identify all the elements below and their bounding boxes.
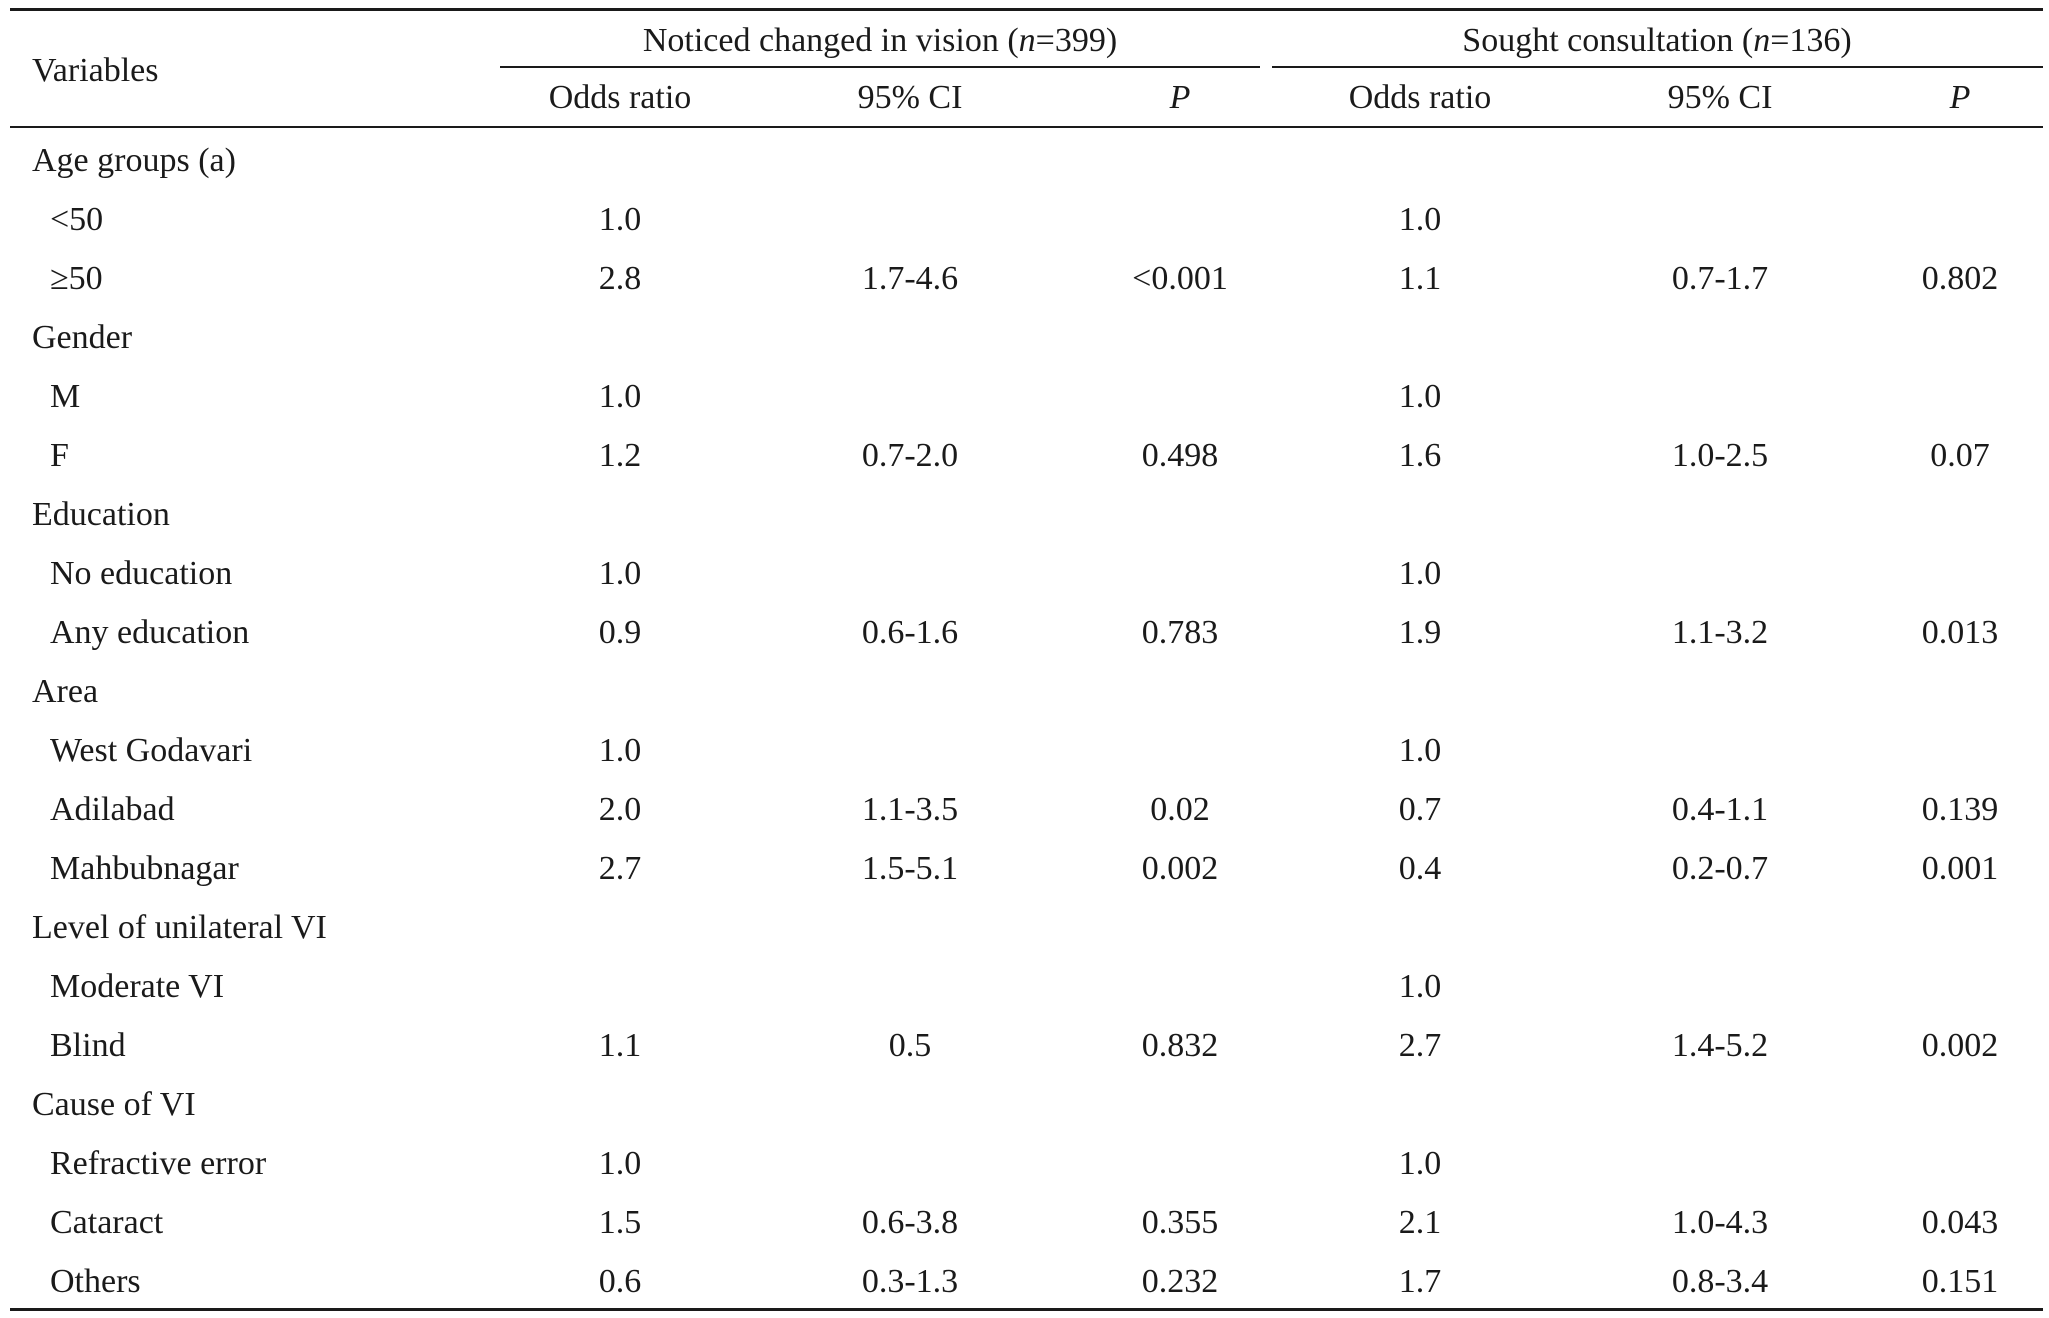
row-label: Moderate VI — [50, 968, 225, 1005]
section-label: Gender — [32, 319, 133, 356]
cell-p2: 0.139 — [1921, 791, 1999, 828]
cell-ci1: 0.6-1.6 — [861, 614, 959, 651]
row-label: M — [50, 378, 81, 415]
row-label: <50 — [50, 201, 104, 238]
subheader-p-1: P — [1169, 79, 1191, 116]
cell-or1: 2.7 — [598, 850, 642, 887]
row-label: ≥50 — [50, 260, 103, 297]
cell-or1: 1.0 — [598, 201, 642, 238]
cell-ci2: 0.7-1.7 — [1671, 260, 1769, 297]
header-variables: Variables — [32, 52, 159, 89]
table-bottom-rule — [10, 1308, 2043, 1311]
cell-ci2: 0.2-0.7 — [1671, 850, 1769, 887]
cell-p1: 0.498 — [1141, 437, 1219, 474]
section-label: Level of unilateral VI — [32, 909, 327, 946]
row-label: West Godavari — [50, 732, 253, 769]
cell-or1: 2.8 — [598, 260, 642, 297]
cell-p1: 0.232 — [1141, 1263, 1219, 1300]
cell-ci1: 0.3-1.3 — [861, 1263, 959, 1300]
cell-p2: 0.013 — [1921, 614, 1999, 651]
cell-p1: 0.02 — [1150, 791, 1210, 828]
section-label: Age groups (a) — [32, 142, 236, 179]
cell-ci1: 1.5-5.1 — [861, 850, 959, 887]
section-label: Cause of VI — [32, 1086, 196, 1123]
cell-or2: 1.0 — [1398, 378, 1442, 415]
cell-p1: 0.832 — [1141, 1027, 1219, 1064]
cell-ci2: 0.4-1.1 — [1671, 791, 1769, 828]
subheader-ci-1: 95% CI — [857, 79, 963, 116]
cell-or1: 1.0 — [598, 555, 642, 592]
row-label: Any education — [50, 614, 250, 651]
cell-or2: 1.0 — [1398, 555, 1442, 592]
cell-ci1: 0.5 — [888, 1027, 932, 1064]
cell-p1: 0.002 — [1141, 850, 1219, 887]
cell-ci2: 1.4-5.2 — [1671, 1027, 1769, 1064]
subheader-p-2: P — [1949, 79, 1971, 116]
subheader-odds-ratio-1: Odds ratio — [548, 79, 692, 116]
cell-or1: 1.5 — [598, 1204, 642, 1241]
cell-p2: 0.043 — [1921, 1204, 1999, 1241]
cell-ci1: 0.7-2.0 — [861, 437, 959, 474]
cell-ci2: 0.8-3.4 — [1671, 1263, 1769, 1300]
header-group-sought-consultation: Sought consultation (n=136) — [1462, 22, 1852, 59]
row-label: Cataract — [50, 1204, 164, 1241]
cell-or2: 1.0 — [1398, 1145, 1442, 1182]
section-label: Education — [32, 496, 170, 533]
row-label: Adilabad — [50, 791, 175, 828]
table-top-rule — [10, 8, 2043, 11]
row-label: Mahbubnagar — [50, 850, 239, 887]
subheader-odds-ratio-2: Odds ratio — [1348, 79, 1492, 116]
cell-ci2: 1.0-2.5 — [1671, 437, 1769, 474]
cell-or2: 1.0 — [1398, 201, 1442, 238]
cell-p2: 0.07 — [1930, 437, 1990, 474]
row-label: F — [50, 437, 69, 474]
group-rule-sought-consultation — [1272, 66, 2043, 68]
subheader-ci-2: 95% CI — [1667, 79, 1773, 116]
cell-or1: 1.2 — [598, 437, 642, 474]
cell-or1: 0.6 — [598, 1263, 642, 1300]
cell-or2: 1.1 — [1398, 260, 1442, 297]
row-label: Refractive error — [50, 1145, 267, 1182]
cell-p1: 0.355 — [1141, 1204, 1219, 1241]
cell-or1: 1.0 — [598, 732, 642, 769]
header-group-noticed-change: Noticed changed in vision (n=399) — [642, 22, 1118, 59]
row-label: No education — [50, 555, 233, 592]
cell-ci1: 1.1-3.5 — [861, 791, 959, 828]
cell-p2: 0.001 — [1921, 850, 1999, 887]
cell-p2: 0.151 — [1921, 1263, 1999, 1300]
cell-p2: 0.802 — [1921, 260, 1999, 297]
cell-or1: 2.0 — [598, 791, 642, 828]
cell-p1: <0.001 — [1132, 260, 1228, 297]
cell-or1: 1.0 — [598, 378, 642, 415]
cell-ci1: 0.6-3.8 — [861, 1204, 959, 1241]
row-label: Others — [50, 1263, 141, 1300]
cell-ci1: 1.7-4.6 — [861, 260, 959, 297]
header-bottom-rule — [10, 126, 2043, 128]
cell-or2: 0.7 — [1398, 791, 1442, 828]
cell-or2: 1.6 — [1398, 437, 1442, 474]
row-label: Blind — [50, 1027, 126, 1064]
cell-or2: 1.9 — [1398, 614, 1442, 651]
cell-or2: 0.4 — [1398, 850, 1442, 887]
cell-or2: 1.0 — [1398, 968, 1442, 1005]
cell-or2: 1.7 — [1398, 1263, 1442, 1300]
cell-or1: 1.1 — [598, 1027, 642, 1064]
cell-or2: 2.7 — [1398, 1027, 1442, 1064]
cell-ci2: 1.1-3.2 — [1671, 614, 1769, 651]
cell-or2: 1.0 — [1398, 732, 1442, 769]
cell-p2: 0.002 — [1921, 1027, 1999, 1064]
cell-or1: 1.0 — [598, 1145, 642, 1182]
group-rule-noticed-change — [500, 66, 1260, 68]
cell-or2: 2.1 — [1398, 1204, 1442, 1241]
cell-p1: 0.783 — [1141, 614, 1219, 651]
section-label: Area — [32, 673, 99, 710]
cell-ci2: 1.0-4.3 — [1671, 1204, 1769, 1241]
cell-or1: 0.9 — [598, 614, 642, 651]
